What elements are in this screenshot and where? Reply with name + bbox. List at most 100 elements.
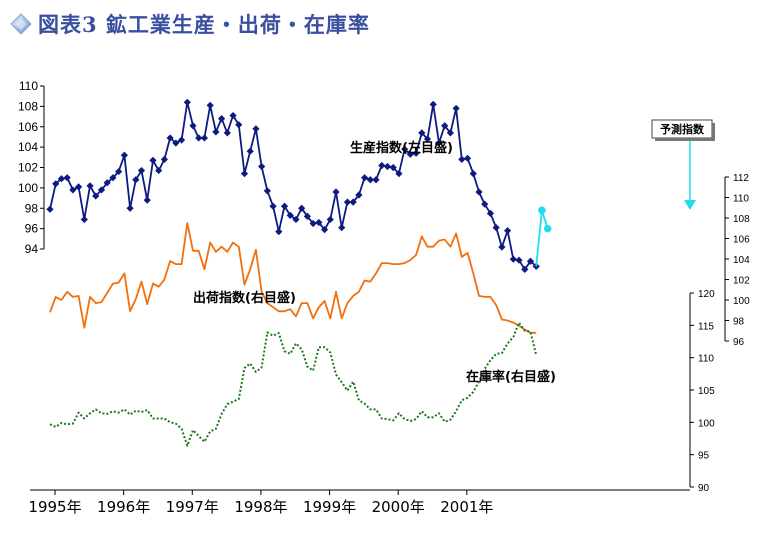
data-point-marker [498, 243, 506, 251]
data-point-marker [63, 174, 71, 182]
data-point-marker [246, 147, 254, 155]
data-point-marker [177, 136, 186, 144]
data-point-marker [137, 166, 146, 175]
data-point-marker [378, 161, 386, 170]
data-point-marker [126, 204, 134, 212]
callout-text: 予測指数 [660, 122, 705, 136]
data-point-marker [155, 166, 163, 175]
series-layer [46, 98, 552, 447]
data-point-marker [486, 209, 495, 217]
data-point-marker [315, 218, 323, 227]
y-tick-label: 115 [698, 321, 714, 332]
data-point-marker [235, 121, 243, 129]
y-tick-label: 98 [733, 317, 745, 328]
series-line-0 [49, 101, 537, 271]
y-tick-label: 108 [18, 99, 38, 113]
data-point-marker [275, 228, 283, 236]
y-tick-label: 106 [18, 120, 38, 134]
data-point-marker [526, 257, 535, 265]
data-point-marker [509, 255, 517, 263]
data-point-marker [97, 186, 106, 194]
y-tick-label: 110 [19, 79, 38, 93]
data-point-marker [492, 224, 500, 232]
data-point-marker [458, 155, 466, 163]
data-point-marker [543, 224, 552, 233]
y-tick-label: 112 [733, 173, 749, 184]
data-point-marker [115, 167, 123, 176]
y-tick-label: 120 [698, 289, 715, 300]
callout-shadow [655, 138, 715, 141]
data-point-marker [52, 180, 60, 188]
data-point-marker [412, 149, 420, 157]
data-point-marker [326, 215, 334, 224]
axes: 94 96 98 100 102 104 106 108 110 96 98 100 102 104 106… [18, 79, 750, 516]
data-point-marker [441, 122, 449, 130]
data-point-marker [263, 187, 271, 195]
data-point-marker [521, 265, 529, 273]
labels-layer: 生産指数(左目盛) 出荷指数(右目盛) 在庫率(右目盛) 予測指数 [193, 119, 715, 385]
data-point-marker [212, 128, 220, 136]
x-tick-label: 1997年 [166, 498, 219, 516]
y-tick-label: 98 [25, 201, 39, 215]
title-area: 図表3 鉱工業生産・出荷・在庫率 [10, 6, 370, 42]
data-point-marker [383, 162, 392, 171]
data-point-marker [223, 129, 231, 137]
data-point-marker [195, 134, 203, 142]
data-point-marker [183, 98, 191, 106]
data-point-marker [80, 215, 88, 224]
data-point-marker [418, 129, 426, 137]
y-tick-label: 106 [733, 235, 750, 246]
data-point-marker [504, 227, 512, 235]
x-tick-label: 1999年 [303, 498, 356, 516]
data-point-marker [332, 188, 340, 196]
data-point-marker [103, 179, 111, 187]
diamond-bullet-icon [10, 13, 32, 35]
data-point-marker [292, 215, 300, 224]
y-tick-label: 102 [733, 276, 750, 287]
data-point-marker [286, 211, 294, 219]
x-tick-label: 1996年 [97, 498, 150, 516]
y-tick-label: 96 [733, 337, 745, 348]
data-point-marker [481, 200, 489, 208]
data-point-marker [401, 145, 409, 153]
y-tick-label: 102 [18, 161, 38, 175]
x-tick-label: 1998年 [234, 498, 287, 516]
data-point-marker [75, 183, 83, 191]
data-point-marker [406, 150, 414, 158]
label-shipment: 出荷指数(右目盛) [193, 290, 296, 306]
x-tick-label: 2001年 [440, 498, 493, 516]
data-point-marker [309, 219, 317, 228]
data-point-marker [46, 205, 54, 213]
y-tick-label: 105 [698, 386, 715, 397]
data-point-marker [349, 198, 357, 206]
label-production: 生産指数(左目盛) [350, 140, 453, 156]
series-line-3 [49, 321, 538, 447]
y-tick-label: 96 [25, 222, 39, 236]
data-point-marker [229, 111, 237, 120]
x-tick-label: 2000年 [372, 498, 425, 516]
data-point-marker [538, 206, 546, 215]
data-point-marker [298, 204, 306, 212]
data-point-marker [372, 176, 380, 184]
data-point-marker [423, 135, 432, 143]
callout-shadow [712, 123, 715, 141]
data-point-marker [143, 196, 151, 204]
data-point-marker [435, 139, 443, 147]
data-point-marker [166, 134, 174, 142]
data-point-marker [160, 155, 168, 163]
data-point-marker [252, 125, 260, 133]
x-tick-label: 1995年 [28, 498, 81, 516]
data-point-marker [92, 192, 100, 200]
data-point-marker [120, 151, 128, 159]
data-point-marker [532, 262, 540, 270]
data-point-marker [515, 256, 523, 264]
data-point-marker [132, 176, 140, 184]
data-point-marker [149, 156, 157, 164]
y-tick-label: 100 [733, 296, 750, 307]
data-point-marker [475, 188, 483, 196]
y-tick-label: 110 [733, 194, 749, 205]
data-point-marker [57, 175, 66, 183]
data-point-marker [206, 101, 214, 109]
data-point-marker [366, 176, 374, 184]
